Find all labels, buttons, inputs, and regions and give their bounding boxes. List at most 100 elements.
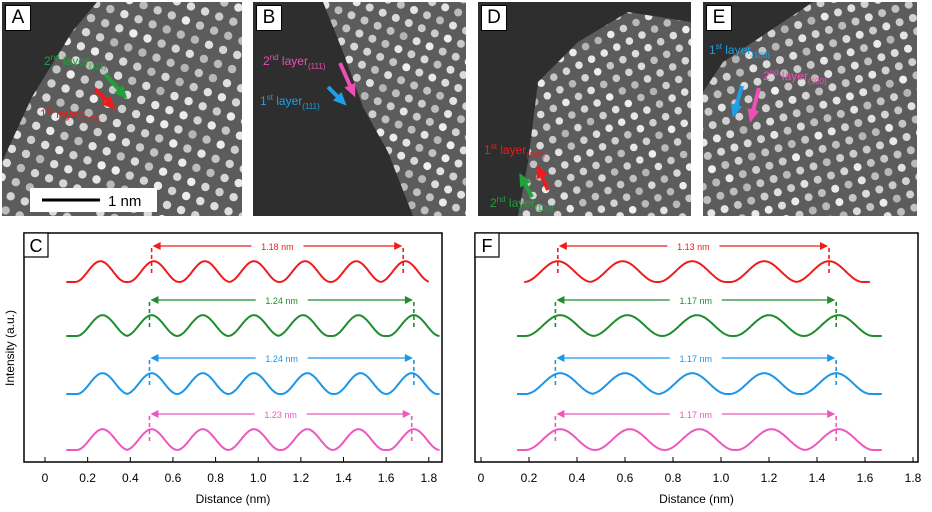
distance-annotation: 1.24 nm [265, 296, 298, 306]
arrowhead-right [404, 296, 413, 304]
distance-annotation: 1.18 nm [261, 242, 294, 252]
panel-letter-a: A [5, 5, 31, 31]
arrowhead-left [150, 354, 159, 362]
panel-letter-box [474, 232, 500, 258]
x-tick-label: 1.2 [293, 471, 310, 485]
profile-plot-f: F 0 0.2 0.4 0.6 0.8 1.0 1.2 1.4 1.6 1.8 Distance (n… [474, 232, 922, 506]
x-tick-label: 1.8 [905, 471, 922, 485]
panel-letter-e: E [706, 5, 732, 31]
distance-annotation: 1.17 nm [680, 410, 713, 420]
panel-letter-b: B [256, 5, 282, 31]
panel-letter-c: C [30, 236, 43, 256]
profile-line [517, 428, 882, 452]
annotation-bg [669, 293, 722, 306]
layer-label: 1st layer(100) [484, 142, 545, 160]
annotation-bg [667, 239, 720, 252]
micrograph-b: 2nd layer(111) 1st layer(111) B [253, 2, 466, 216]
arrowhead-right [394, 242, 403, 250]
x-tick-label: 1.2 [761, 471, 778, 485]
layer-arrow [747, 87, 761, 123]
layer-arrow [338, 62, 356, 98]
x-tick-label: 0.6 [165, 471, 182, 485]
arrowhead-left [558, 242, 567, 250]
profile-line [66, 314, 440, 338]
arrowhead-left [152, 242, 161, 250]
vacuum-region [478, 2, 691, 216]
layer-arrow [93, 87, 116, 110]
vacuum-region [253, 2, 413, 216]
distance-annotation: 1.24 nm [265, 354, 298, 364]
x-axis-label: Distance (nm) [196, 492, 271, 506]
x-tick-label: 1.4 [335, 471, 352, 485]
x-tick-label: 0 [42, 471, 49, 485]
x-tick-label: 0 [478, 471, 485, 485]
layer-label: 2nd layer(111) [263, 53, 326, 71]
x-tick-label: 0.6 [617, 471, 634, 485]
distance-annotation: 1.17 nm [680, 354, 713, 364]
arrowhead-left [150, 410, 159, 418]
panel-letter-f: F [482, 236, 493, 256]
distance-annotation: 1.17 nm [680, 296, 713, 306]
layer-label: 1st layer(111) [260, 93, 320, 111]
plot-frame [23, 232, 443, 463]
profile-line [517, 372, 882, 396]
arrowhead-right [820, 242, 828, 250]
x-tick-label: 1.0 [250, 471, 267, 485]
x-tick-label: 0.2 [79, 471, 96, 485]
arrowhead-right [827, 296, 836, 304]
panel-letter-box [23, 232, 49, 258]
arrowhead-right [404, 354, 413, 362]
layer-arrow [536, 164, 550, 191]
arrowhead-right [827, 410, 836, 418]
profile-line [66, 428, 440, 452]
profile-plot-c: C 0 0.2 0.4 0.6 0.8 1.0 1.2 1.4 1.6 1.8 Distance (n… [23, 232, 443, 506]
arrowhead-right [402, 410, 411, 418]
x-tick-label: 1.8 [420, 471, 437, 485]
x-tick-label: 1.6 [857, 471, 874, 485]
x-tick-label: 0.4 [122, 471, 139, 485]
arrowhead-left [556, 410, 565, 418]
x-tick-label: 0.4 [569, 471, 586, 485]
y-axis-label: Intensity (a.u.) [3, 310, 17, 386]
annotation-bg [255, 293, 308, 306]
x-tick-label: 0.8 [665, 471, 682, 485]
profile-line [66, 372, 440, 396]
layer-label: 2nd layer(100) [490, 195, 554, 213]
micrograph-e: 1st layer(100) 2nd layer(100) E [703, 2, 917, 216]
layer-arrow [103, 72, 128, 99]
arrowhead-left [556, 296, 565, 304]
scale-bar-label: 1 nm [108, 193, 141, 210]
plot-frame [474, 232, 919, 463]
x-axis-label: Distance (nm) [659, 492, 734, 506]
vacuum-region [2, 2, 97, 216]
layer-arrow [326, 85, 347, 106]
distance-annotation: 1.23 nm [264, 410, 297, 420]
lattice-image-b: 2nd layer(111) 1st layer(111) [253, 2, 466, 216]
layer-arrow [519, 172, 534, 198]
x-tick-label: 1.4 [809, 471, 826, 485]
lattice-image-a: 2nd layer(111) 1st layer(111) 1 nm [2, 2, 242, 216]
layer-label: 2nd layer(111) [44, 53, 107, 71]
x-tick-label: 0.8 [207, 471, 224, 485]
layer-label: 1st layer(100) [709, 42, 770, 60]
annotation-bg [251, 239, 304, 252]
panel-letter-d: D [481, 5, 507, 31]
layer-label: 2nd layer(100) [763, 68, 827, 86]
annotation-bg [669, 407, 722, 420]
x-tick-label: 0.2 [521, 471, 538, 485]
profile-line [66, 260, 430, 284]
arrowhead-right [827, 354, 836, 362]
arrowhead-left [150, 296, 159, 304]
arrowhead-left [556, 354, 565, 362]
distance-annotation: 1.13 nm [677, 242, 710, 252]
lattice-image-d: 1st layer(100) 2nd layer(100) [478, 2, 691, 216]
annotation-bg [255, 351, 308, 364]
x-tick-label: 1.0 [713, 471, 730, 485]
micrograph-d: 1st layer(100) 2nd layer(100) D [478, 2, 691, 216]
x-tick-label: 1.6 [378, 471, 395, 485]
profile-line [524, 260, 870, 283]
profile-line [517, 314, 882, 338]
layer-arrow [730, 85, 744, 118]
micrograph-a: 2nd layer(111) 1st layer(111) 1 nm A [2, 2, 242, 216]
